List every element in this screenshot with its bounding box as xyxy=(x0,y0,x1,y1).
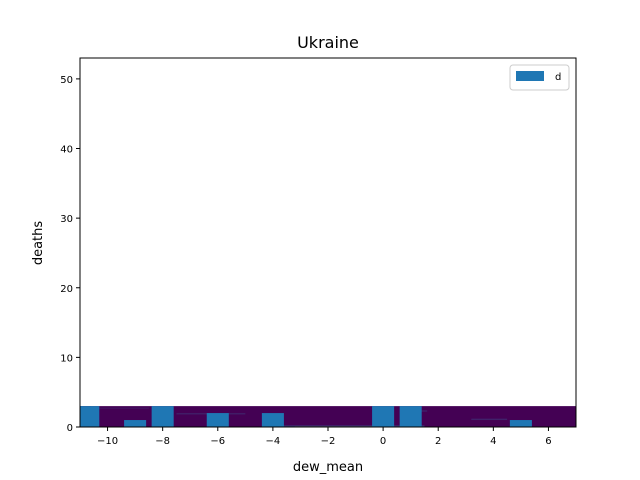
bar xyxy=(124,420,147,427)
x-tick-label: −4 xyxy=(266,436,281,447)
y-tick-label: 30 xyxy=(60,214,73,225)
y-axis: 0 10 20 30 40 50 xyxy=(60,75,80,434)
x-tick-label: −8 xyxy=(155,436,170,447)
x-axis: −10 −8 −6 −4 −2 0 2 4 6 xyxy=(97,427,552,447)
x-tick-label: 2 xyxy=(435,436,441,447)
y-axis-label: deaths xyxy=(31,221,46,266)
x-tick-label: 0 xyxy=(380,436,386,447)
heatmap-background xyxy=(80,406,576,427)
x-axis-label: dew_mean xyxy=(293,460,363,475)
y-tick-label: 50 xyxy=(60,75,73,86)
heatmap-cell xyxy=(471,418,508,421)
x-tick-label: −6 xyxy=(210,436,225,447)
heatmap-cell xyxy=(91,407,149,409)
bar xyxy=(151,406,174,427)
heatmap-cell xyxy=(272,425,425,427)
bar xyxy=(261,413,284,427)
legend-label: d xyxy=(555,72,561,83)
plot-area xyxy=(79,57,577,428)
plot-background xyxy=(80,58,576,427)
x-tick-label: 4 xyxy=(490,436,496,447)
bar xyxy=(372,406,395,427)
y-tick-label: 0 xyxy=(67,423,73,434)
y-tick-label: 10 xyxy=(60,353,73,364)
chart-title: Ukraine xyxy=(297,33,359,52)
bar xyxy=(509,420,532,427)
bar xyxy=(80,406,100,427)
legend-swatch xyxy=(516,71,544,81)
legend: d xyxy=(509,64,570,91)
y-tick-label: 40 xyxy=(60,145,73,156)
bar xyxy=(399,406,422,427)
x-tick-label: −2 xyxy=(321,436,336,447)
bar xyxy=(206,413,229,427)
x-tick-label: 6 xyxy=(545,436,551,447)
y-tick-label: 20 xyxy=(60,284,73,295)
x-tick-label: −10 xyxy=(97,436,118,447)
